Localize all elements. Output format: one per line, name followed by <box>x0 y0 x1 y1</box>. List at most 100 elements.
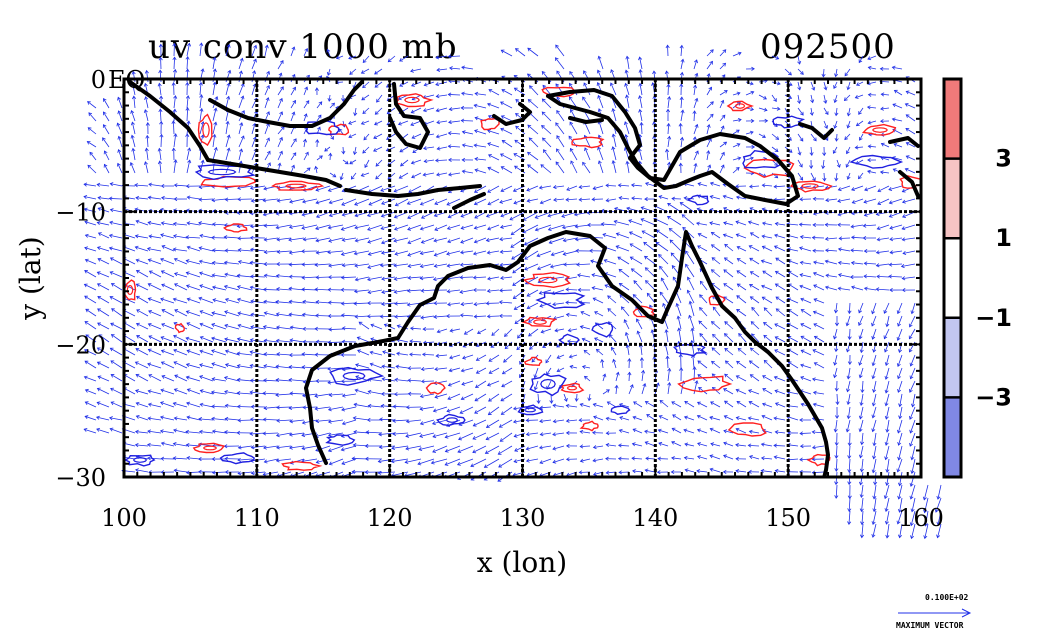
wind-vector-head <box>340 301 345 306</box>
wind-vector-head <box>315 187 320 192</box>
wind-vector-head <box>302 379 307 384</box>
wind-vector <box>876 275 890 278</box>
wind-vector-head <box>569 364 574 369</box>
wind-vector <box>133 96 136 109</box>
wind-vector <box>799 285 812 291</box>
wind-vector <box>813 284 825 291</box>
wind-vector <box>749 245 760 252</box>
wind-vector <box>607 401 617 408</box>
wind-vector-head <box>723 415 728 419</box>
wind-vector-head <box>592 297 597 302</box>
wind-vector-head <box>605 183 610 188</box>
wind-vector <box>85 401 97 408</box>
wind-vector <box>434 198 448 205</box>
wind-vector <box>775 431 786 434</box>
wind-vector-head <box>923 509 928 514</box>
wind-vector-head <box>625 55 630 60</box>
wind-vector <box>700 281 708 291</box>
wind-vector-head <box>773 245 778 250</box>
wind-vector-head <box>500 101 504 106</box>
wind-vector-head <box>591 273 596 278</box>
wind-vector-head <box>923 522 928 527</box>
wind-vector-head <box>686 289 691 294</box>
wind-vector <box>619 403 630 408</box>
wind-vector <box>135 348 149 356</box>
wind-vector-head <box>212 68 217 73</box>
positive-contour <box>124 279 137 301</box>
wind-vector-head <box>664 70 669 75</box>
wind-vector <box>464 328 474 335</box>
wind-vector <box>174 417 188 421</box>
wind-vector-head <box>211 323 216 327</box>
wind-vector <box>148 374 162 382</box>
wind-vector-head <box>448 368 453 373</box>
wind-vector-head <box>446 314 450 319</box>
wind-vector-head <box>736 258 741 262</box>
wind-vector <box>570 148 578 161</box>
wind-vector <box>302 445 318 450</box>
wind-vector <box>276 379 292 382</box>
wind-vector <box>556 354 565 359</box>
wind-vector-head <box>788 82 793 87</box>
wind-vector-head <box>597 55 602 60</box>
wind-vector-head <box>314 393 319 398</box>
wind-vector <box>289 313 305 317</box>
wind-vector-head <box>186 42 192 47</box>
wind-vector-head <box>289 445 293 450</box>
negative-contour <box>529 373 567 397</box>
wind-vector-head <box>459 275 464 280</box>
wind-vector <box>892 103 903 109</box>
wind-vector-head <box>549 264 554 269</box>
wind-vector <box>342 120 345 128</box>
wind-vector-head <box>499 237 504 242</box>
wind-vector <box>474 130 487 135</box>
wind-vector-head <box>84 415 89 420</box>
wind-vector-head <box>512 269 517 274</box>
wind-vector <box>433 237 448 242</box>
wind-vector-head <box>129 161 134 166</box>
wind-vector-head <box>476 330 481 335</box>
wind-vector <box>710 401 721 408</box>
wind-vector <box>606 198 617 202</box>
wind-vector-head <box>697 348 701 352</box>
wind-vector <box>421 211 435 219</box>
wind-vector <box>84 321 97 330</box>
wind-vector <box>687 277 695 291</box>
wind-vector-head <box>148 335 153 340</box>
wind-vector-head <box>885 323 890 328</box>
wind-vector-head <box>159 207 164 212</box>
wind-vector-head <box>910 470 915 475</box>
wind-vector-head <box>763 95 767 100</box>
wind-vector-head <box>97 232 102 236</box>
wind-vector <box>211 312 227 317</box>
wind-vector <box>847 393 851 405</box>
wind-vector <box>568 328 578 332</box>
wind-vector-head <box>341 461 346 465</box>
wind-vector <box>354 224 370 229</box>
wind-vector-head <box>449 66 453 71</box>
wind-vector-head <box>821 73 826 78</box>
wind-vector-head <box>678 162 683 167</box>
wind-vector <box>834 120 838 129</box>
wind-vector-head <box>658 195 663 200</box>
wind-vector <box>160 258 175 265</box>
wind-vector-head <box>619 416 624 420</box>
wind-vector-head <box>595 348 600 353</box>
wind-vector-head <box>83 348 88 353</box>
wind-vector <box>147 248 162 252</box>
wind-vector <box>788 283 799 291</box>
wind-vector-head <box>199 349 204 354</box>
wind-vector-head <box>394 202 399 207</box>
wind-vector <box>474 315 487 318</box>
wind-vector-head <box>640 206 645 211</box>
wind-vector-head <box>396 324 401 329</box>
wind-vector-head <box>896 520 901 525</box>
wind-vector <box>328 445 344 452</box>
wind-vector-head <box>514 139 519 144</box>
wind-vector-head <box>487 166 492 171</box>
wind-vector-head <box>721 74 726 79</box>
wind-vector <box>797 133 804 142</box>
wind-vector-head <box>161 245 166 249</box>
wind-vector-head <box>432 277 437 282</box>
wind-vector <box>629 231 643 239</box>
